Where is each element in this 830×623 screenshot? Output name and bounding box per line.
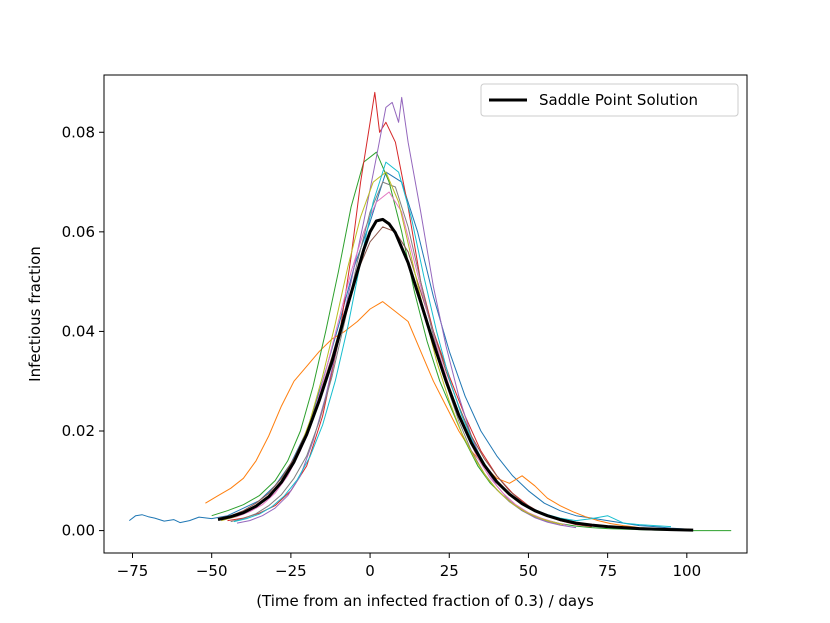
x-tick-label: 100 (672, 562, 701, 580)
series-line-run-6 (217, 226, 586, 527)
y-tick-label: 0.08 (62, 123, 95, 141)
x-axis-label: (Time from an infected fraction of 0.3) … (256, 592, 594, 610)
series-line-run-1 (128, 171, 687, 530)
series-layer (128, 91, 732, 532)
x-tick-label: −75 (117, 562, 149, 580)
y-tick-label: 0.04 (62, 322, 95, 340)
y-axis: 0.00 0.02 0.04 0.06 0.08 (62, 123, 104, 540)
legend: Saddle Point Solution (480, 83, 739, 117)
legend-label-saddle-point-solution: Saddle Point Solution (539, 91, 698, 109)
series-line-run-2 (205, 301, 656, 530)
legend-frame (480, 83, 739, 117)
x-tick-label: −50 (196, 562, 228, 580)
plot-frame (103, 74, 748, 554)
x-tick-label: 25 (440, 562, 459, 580)
series-line-saddle-point-solution (217, 217, 694, 532)
x-axis: −75 −50 −25 0 25 50 75 100 (117, 553, 701, 580)
x-tick-label: −25 (275, 562, 307, 580)
y-tick-label: 0.06 (62, 223, 95, 241)
y-tick-label: 0.00 (62, 522, 95, 540)
y-tick-label: 0.02 (62, 422, 95, 440)
x-tick-label: 50 (519, 562, 538, 580)
series-line-run-10 (233, 161, 672, 528)
x-tick-label: 75 (598, 562, 617, 580)
y-axis-label: Infectious fraction (26, 246, 44, 382)
x-tick-label: 0 (365, 562, 375, 580)
